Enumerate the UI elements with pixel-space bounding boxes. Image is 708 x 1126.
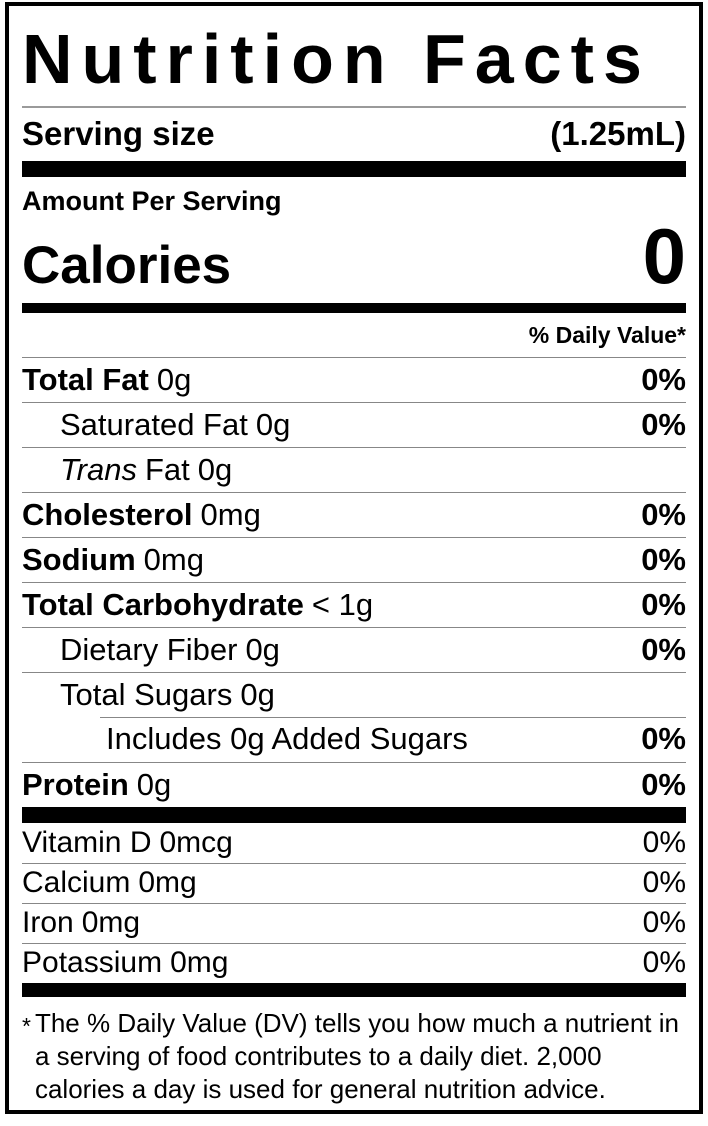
nutrient-name: Total Sugars — [60, 676, 233, 712]
thick-separator-footnote — [22, 982, 686, 997]
amount-per-serving-label: Amount Per Serving — [22, 186, 282, 216]
footnote-asterisk: * — [22, 1012, 31, 1039]
vitamin-row-iron: Iron 0mg 0% — [22, 902, 686, 943]
nutrient-row-trans-fat: Trans Fat 0g — [22, 446, 686, 492]
vitamin-dv: 0% — [642, 946, 686, 980]
nutrition-facts-label: Nutrition Facts Serving size (1.25mL) Am… — [5, 2, 703, 1114]
nutrient-amount: 0g — [197, 451, 233, 487]
nutrient-name: Fat — [144, 451, 190, 487]
footnote-text: The % Daily Value (DV) tells you how muc… — [34, 1007, 679, 1104]
nutrient-amount: 0mg — [200, 496, 261, 532]
vitamin-amount: 0mcg — [159, 825, 233, 859]
thick-separator-vitamins — [22, 806, 686, 823]
nutrient-dv: 0% — [641, 721, 686, 757]
vitamin-dv: 0% — [642, 866, 686, 900]
nutrient-dv: 0% — [641, 586, 686, 622]
vitamin-name: Potassium — [22, 946, 163, 980]
nutrient-row-dietary-fiber: Dietary Fiber 0g 0% — [22, 626, 686, 672]
nutrient-amount: 0g — [156, 361, 192, 397]
nutrient-name: Dietary Fiber — [60, 631, 238, 667]
nutrient-name-italic: Trans — [60, 451, 137, 487]
nutrient-row-saturated-fat: Saturated Fat 0g 0% — [22, 401, 686, 447]
medium-separator — [22, 302, 686, 313]
nutrient-amount: < 1g — [311, 586, 374, 622]
nutrient-row-total-sugars: Total Sugars 0g — [22, 671, 686, 717]
nutrient-name: Protein — [22, 766, 129, 802]
nutrient-name: Total Fat — [22, 361, 149, 397]
serving-size-label: Serving size — [22, 115, 215, 152]
vitamin-name: Vitamin D — [22, 825, 152, 859]
calories-label: Calories — [22, 236, 232, 295]
nutrient-row-protein: Protein 0g 0% — [22, 761, 686, 807]
calories-value: 0 — [642, 212, 686, 300]
vitamin-name: Calcium — [22, 866, 131, 900]
nutrient-name: Includes 0g Added Sugars — [106, 721, 468, 757]
label-title: Nutrition Facts — [22, 6, 686, 108]
vitamin-row-vitamin-d: Vitamin D 0mcg 0% — [22, 823, 686, 863]
vitamin-row-calcium: Calcium 0mg 0% — [22, 862, 686, 903]
nutrient-amount: 0g — [255, 406, 291, 442]
vitamin-amount: 0mg — [138, 866, 197, 900]
nutrient-row-total-fat: Total Fat 0g 0% — [22, 356, 686, 402]
vitamin-row-potassium: Potassium 0mg 0% — [22, 942, 686, 983]
vitamin-dv: 0% — [642, 825, 686, 859]
nutrient-amount: 0g — [240, 676, 275, 712]
nutrient-name: Saturated Fat — [60, 406, 248, 442]
nutrient-dv: 0% — [641, 766, 686, 802]
calories-row: Calories 0 — [22, 217, 686, 303]
nutrient-dv: 0% — [641, 496, 686, 532]
serving-size-value: (1.25mL) — [550, 115, 686, 152]
nutrient-amount: 0g — [136, 766, 172, 802]
nutrient-row-total-carbohydrate: Total Carbohydrate < 1g 0% — [22, 581, 686, 627]
nutrient-row-sodium: Sodium 0mg 0% — [22, 536, 686, 582]
nutrient-amount: 0g — [245, 631, 280, 667]
thick-separator-top — [22, 161, 686, 177]
nutrient-dv: 0% — [641, 361, 686, 397]
nutrient-name: Sodium — [22, 541, 136, 577]
nutrient-dv: 0% — [641, 631, 686, 667]
nutrient-row-cholesterol: Cholesterol 0mg 0% — [22, 491, 686, 537]
nutrient-row-added-sugars: Includes 0g Added Sugars 0% — [22, 716, 686, 762]
vitamin-amount: 0mg — [81, 906, 141, 940]
vitamin-amount: 0mg — [170, 946, 229, 980]
serving-size-row: Serving size (1.25mL) — [22, 108, 686, 161]
nutrient-name: Total Carbohydrate — [22, 586, 304, 622]
vitamin-name: Iron — [22, 906, 74, 940]
nutrient-dv: 0% — [641, 406, 686, 442]
daily-value-header: % Daily Value* — [528, 321, 686, 348]
nutrient-dv: 0% — [641, 541, 686, 577]
footnote: * The % Daily Value (DV) tells you how m… — [22, 997, 686, 1106]
vitamin-dv: 0% — [642, 906, 686, 940]
nutrient-amount: 0mg — [143, 541, 204, 577]
nutrient-name: Cholesterol — [22, 496, 193, 532]
